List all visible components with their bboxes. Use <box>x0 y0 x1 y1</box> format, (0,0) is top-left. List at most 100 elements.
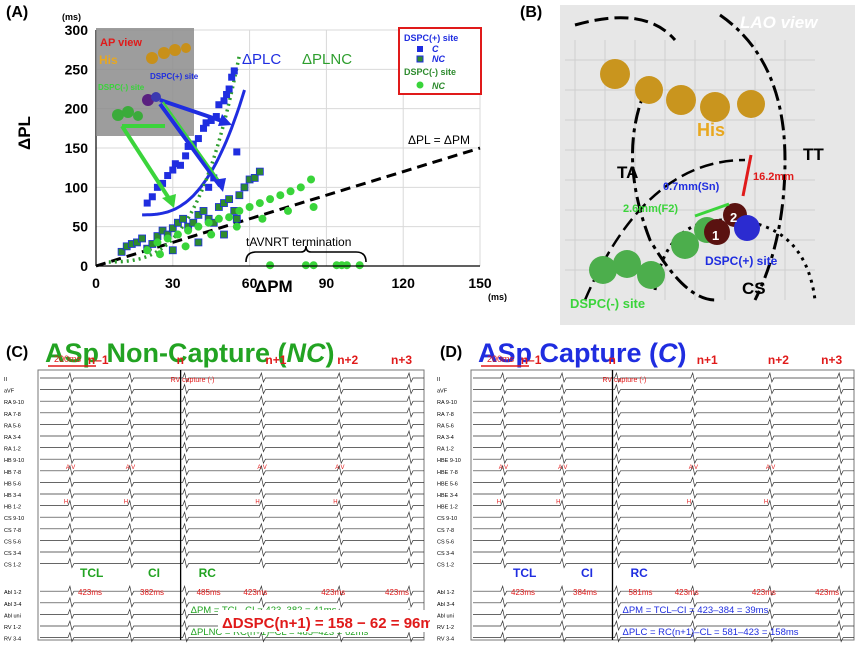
av-label: A V <box>689 465 698 471</box>
data-point-circle <box>245 203 254 211</box>
data-point-square <box>233 148 241 156</box>
data-point-square <box>200 124 208 132</box>
ecg-trace <box>473 441 854 453</box>
channel-label: RV 1-2 <box>437 625 454 631</box>
data-point-square <box>214 203 223 211</box>
beat-label: n <box>608 353 615 367</box>
rc-value: 485ms <box>197 588 221 597</box>
ecg-trace <box>473 596 854 608</box>
inset-his: His <box>99 53 118 67</box>
data-point-square <box>189 218 198 227</box>
ecg-trace <box>40 522 424 534</box>
channel-label: HBE 1-2 <box>437 505 458 511</box>
ecg-trace <box>473 418 854 430</box>
channel-label: CS 7-8 <box>437 528 454 534</box>
data-point-circle <box>255 199 264 208</box>
title-c: ASp Non-Capture (NC) <box>45 338 335 368</box>
data-point-circle <box>301 261 310 270</box>
tcl-label: TCL <box>513 566 536 580</box>
av-label: A V <box>558 465 567 471</box>
channel-label: RA 9-10 <box>437 400 457 406</box>
beat-label: n <box>177 353 184 367</box>
ecg-trace <box>473 383 854 395</box>
data-point-square <box>184 142 192 150</box>
termination-label: tAVNRT termination <box>246 235 351 249</box>
data-point-circle <box>153 238 162 247</box>
ecg-trace <box>473 608 854 620</box>
y-tick-label: 100 <box>65 179 89 195</box>
cycle-value: 423ms <box>675 588 699 597</box>
h-label: H <box>497 500 501 506</box>
termination-brace <box>245 245 367 263</box>
data-point-circle <box>173 230 182 239</box>
data-point-circle <box>309 261 318 270</box>
site-num-1: 1 <box>712 228 719 243</box>
channel-label: Abl 1-2 <box>4 590 21 596</box>
beat-label: n–1 <box>88 353 109 367</box>
x-tick-label: 90 <box>319 275 335 291</box>
dist-07-label: 0.7mm(Sn) <box>663 181 720 193</box>
legend-item-nc: NC <box>432 54 445 64</box>
channel-label: HBE 3-4 <box>437 493 458 499</box>
ecg-trace <box>473 371 854 384</box>
channel-label: HB 7-8 <box>4 470 21 476</box>
av-label: A V <box>499 465 508 471</box>
beat-label: n+1 <box>265 353 286 367</box>
ta-label: TA <box>617 163 638 182</box>
ecg-trace <box>40 511 424 523</box>
title-d: ASp Capture (C) <box>478 338 687 368</box>
y-tick-label: 50 <box>72 219 88 235</box>
channel-label: CS 9-10 <box>4 516 24 522</box>
ecg-trace <box>40 631 424 643</box>
dspc-plus-label: DSPC(+) site <box>705 254 778 268</box>
channel-label: RV 3-4 <box>437 637 454 643</box>
data-point-circle <box>235 206 244 215</box>
result-box <box>218 610 428 632</box>
data-point-square <box>117 247 126 256</box>
channel-label: RA 3-4 <box>4 435 21 441</box>
av-label: A V <box>766 465 775 471</box>
ecg-panel-d: II aVF RA 9-10 RA 7-8 RA 5-6 RA 3-4 RA 1-2 HBE … <box>437 353 855 643</box>
ecg-trace <box>473 476 854 488</box>
data-point-square <box>133 238 141 247</box>
equation-dspc: ΔDSPC(n+1) = 158 − 62 = 96ms <box>222 615 430 632</box>
ecg-trace <box>473 429 854 442</box>
data-point-square <box>220 230 228 239</box>
his-label: His <box>697 120 725 140</box>
channel-label: RA 9-10 <box>4 400 24 406</box>
y-tick-label: 0 <box>80 258 88 274</box>
data-point-circle <box>342 261 351 270</box>
channel-label: HBE 9-10 <box>437 458 461 464</box>
ecg-trace <box>473 585 854 597</box>
av-label: A V <box>335 465 344 471</box>
data-point-square <box>225 195 234 204</box>
data-point-square <box>176 161 184 169</box>
rc-label: RC <box>199 566 217 580</box>
data-point-circle <box>284 206 292 215</box>
curve-c <box>142 89 246 217</box>
data-point-square <box>223 91 231 99</box>
identity-label: ΔPL = ΔPM <box>408 133 470 147</box>
tcl-value: 423ms <box>511 588 535 597</box>
channel-label: Abl 3-4 <box>4 602 21 608</box>
h-label: H <box>687 500 691 506</box>
chart-legend: DSPC(+) site C NC DSPC(-) site NC <box>398 27 482 95</box>
data-point-circle <box>225 213 234 222</box>
data-point-square <box>138 234 146 243</box>
h-label: H <box>764 500 768 506</box>
channel-label: II <box>4 377 8 383</box>
data-point-square <box>225 85 233 93</box>
dist-16-label: 16.2mm <box>753 171 794 183</box>
channel-label: RA 1-2 <box>437 447 454 453</box>
ecg-trace <box>40 585 424 597</box>
data-point-circle <box>204 218 213 227</box>
channel-label: aVF <box>4 389 15 395</box>
data-point-square <box>235 191 244 200</box>
channel-label: RV 3-4 <box>4 637 21 643</box>
channel-label: CS 7-8 <box>4 528 21 534</box>
inset-arrows <box>120 98 232 208</box>
data-point-square <box>143 199 151 207</box>
inset-plus: DSPC(+) site <box>150 72 199 81</box>
data-point-circle <box>156 250 164 259</box>
channel-label: II <box>437 377 441 383</box>
